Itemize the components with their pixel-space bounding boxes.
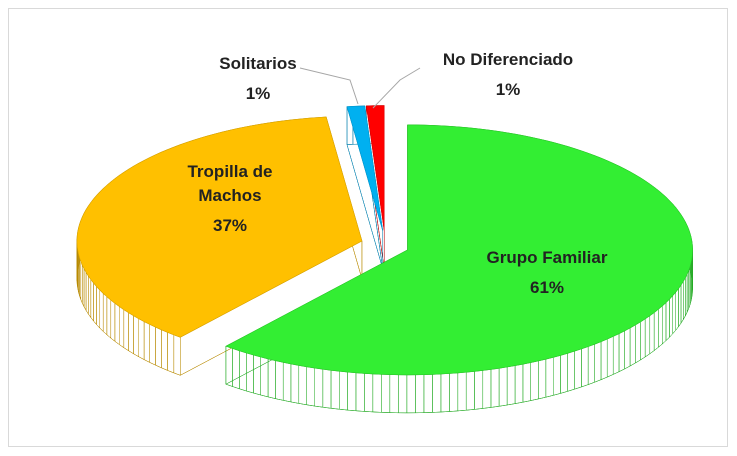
slice (225, 124, 693, 376)
category-label: No Diferenciado (442, 50, 574, 69)
slice (76, 116, 363, 338)
value-label: 37% (212, 216, 248, 235)
leader-line (299, 67, 359, 105)
leader-line (372, 67, 421, 109)
category-label: Tropilla de Machos (187, 162, 273, 205)
value-label: 61% (529, 278, 565, 297)
value-label: 1% (245, 84, 271, 103)
category-label: Grupo Familiar (486, 248, 608, 267)
category-label: Solitarios (219, 54, 297, 73)
value-label: 1% (495, 80, 521, 99)
slice (346, 105, 383, 231)
chart-frame (8, 8, 728, 447)
